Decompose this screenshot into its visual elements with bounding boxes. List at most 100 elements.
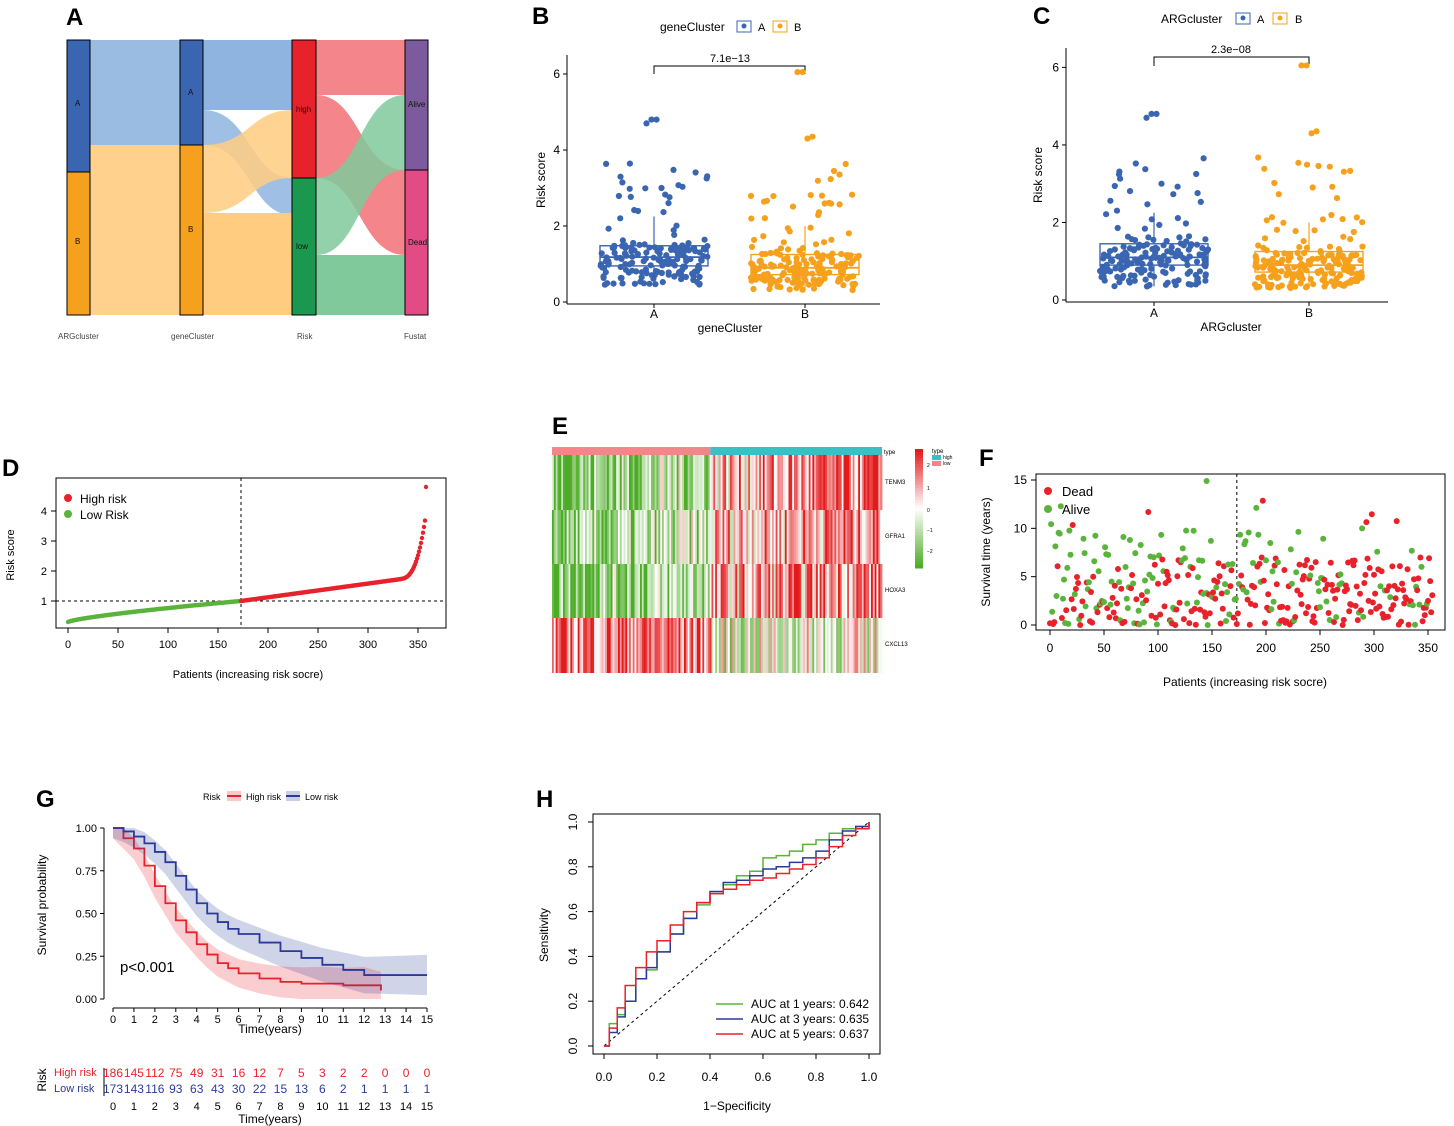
heatmap-cell — [625, 455, 628, 510]
data-point — [1405, 621, 1412, 628]
heatmap-cell — [557, 455, 560, 510]
heatmap-cell — [729, 455, 733, 510]
y-tick-label: 2 — [1052, 215, 1059, 229]
heatmap-cell — [746, 564, 749, 618]
color-scale-step — [915, 562, 923, 566]
color-scale-step — [915, 472, 923, 477]
heatmap-cell — [852, 618, 855, 673]
heatmap-cell — [770, 618, 773, 673]
heatmap-cell — [838, 455, 841, 510]
heatmap-cell — [614, 455, 617, 510]
data-point — [1174, 573, 1181, 580]
heatmap-cell — [784, 618, 788, 673]
heatmap-cell — [761, 455, 764, 510]
data-point — [1340, 265, 1347, 272]
data-point — [1232, 595, 1239, 602]
data-point — [1148, 110, 1155, 118]
data-point — [683, 258, 690, 265]
heatmap-cell — [742, 564, 745, 618]
heatmap-cell — [612, 618, 615, 673]
heatmap-cell — [621, 564, 624, 618]
data-point — [600, 274, 607, 281]
data-point — [1256, 560, 1263, 567]
heatmap-cell — [849, 564, 852, 618]
heatmap-cell — [687, 618, 690, 673]
heatmap-cell — [682, 618, 685, 673]
heatmap-cell — [812, 455, 815, 510]
data-point — [1142, 166, 1149, 173]
heatmap-cell — [733, 564, 736, 618]
y-tick-label: 0.6 — [566, 903, 580, 920]
data-point — [1230, 614, 1237, 621]
data-point — [1180, 616, 1187, 623]
heatmap-cell — [568, 510, 571, 564]
color-scale-step — [915, 565, 923, 569]
data-point — [423, 484, 429, 490]
heatmap-cell — [823, 510, 826, 564]
heatmap-cell — [830, 564, 833, 618]
heatmap-cell — [717, 618, 720, 673]
risk-table-count: 30 — [232, 1082, 246, 1096]
heatmap-cell — [583, 510, 586, 564]
data-point — [1372, 590, 1379, 597]
y-tick-label: 0 — [1020, 618, 1027, 632]
heatmap-cell — [825, 618, 828, 673]
heatmap-cell — [592, 455, 595, 510]
data-point — [1092, 532, 1099, 539]
heatmap-cell — [585, 618, 588, 673]
data-point — [1292, 283, 1299, 290]
heatmap-cell — [812, 618, 815, 673]
heatmap-cell — [841, 455, 844, 510]
data-point — [1428, 609, 1435, 616]
heatmap-cell — [836, 618, 839, 673]
heatmap-cell — [748, 564, 751, 618]
risk-table-count: 31 — [211, 1066, 225, 1080]
data-point — [626, 185, 633, 192]
sankey-node — [404, 169, 429, 316]
y-tick-label: 0.8 — [566, 858, 580, 875]
heatmap-cell — [684, 618, 687, 673]
data-point — [777, 245, 785, 252]
data-point — [638, 269, 646, 276]
heatmap-cell — [713, 510, 716, 564]
heatmap-cell — [751, 564, 755, 618]
data-point — [1052, 543, 1059, 550]
heatmap-cell — [751, 618, 755, 673]
heatmap-cell — [564, 564, 568, 618]
sankey-flow — [316, 255, 405, 315]
heatmap-cell — [746, 618, 749, 673]
heatmap-cell — [768, 618, 771, 673]
data-point — [1358, 607, 1364, 614]
data-point — [1415, 575, 1422, 582]
heatmap-cell — [674, 455, 678, 510]
heatmap-cell — [733, 618, 736, 673]
data-point — [1340, 616, 1347, 623]
risk-table-count: 173 — [103, 1082, 123, 1096]
data-point — [820, 239, 828, 246]
heatmap-cell — [579, 455, 582, 510]
heatmap-cell — [847, 618, 850, 673]
data-point — [417, 545, 423, 550]
heatmap-cell — [779, 618, 782, 673]
data-point — [1150, 554, 1157, 561]
color-scale-step — [915, 523, 923, 527]
data-point — [1182, 220, 1189, 227]
data-point — [1159, 556, 1166, 563]
data-point — [1303, 610, 1309, 617]
risk-table-count: 1 — [382, 1082, 389, 1096]
data-point — [1105, 551, 1112, 558]
heatmap-cell — [863, 455, 866, 510]
data-point — [1089, 619, 1096, 626]
heatmap-cell — [748, 455, 751, 510]
data-point — [1207, 537, 1214, 544]
heatmap-cell — [739, 618, 742, 673]
heatmap-cell — [680, 510, 683, 564]
heatmap-cell — [693, 618, 696, 673]
data-point — [673, 222, 680, 229]
x-tick-label: 350 — [409, 639, 427, 651]
heatmap-cell — [830, 510, 833, 564]
y-tick-label: 4 — [1052, 138, 1059, 152]
data-point — [1261, 165, 1268, 172]
heatmap-cell — [718, 455, 722, 510]
heatmap-cell — [768, 510, 771, 564]
